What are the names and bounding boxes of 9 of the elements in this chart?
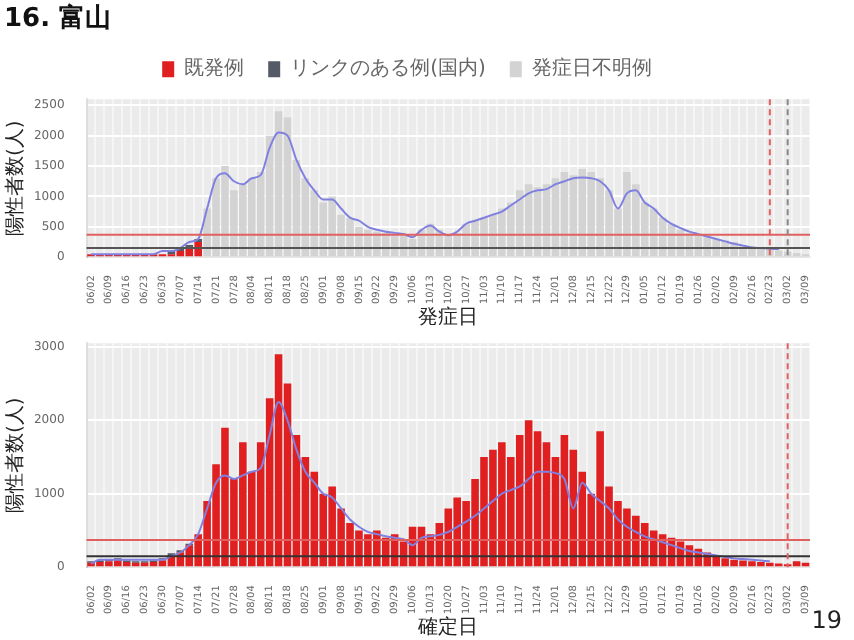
legend-label: 発症日不明例 [531, 56, 652, 81]
legend-label: 既発例 [184, 58, 245, 81]
x-axis-title: 確定日 [416, 615, 479, 640]
chart-title: 16. 富山 [4, 2, 112, 35]
legend-label: リンクのある例(国内) [290, 56, 486, 81]
y-axis-title: 陽性者数(人) [3, 397, 28, 513]
text: 19 [811, 606, 842, 634]
x-axis-title: 発症日 [418, 305, 479, 330]
y-axis-title: 陽性者数(人) [3, 120, 28, 236]
